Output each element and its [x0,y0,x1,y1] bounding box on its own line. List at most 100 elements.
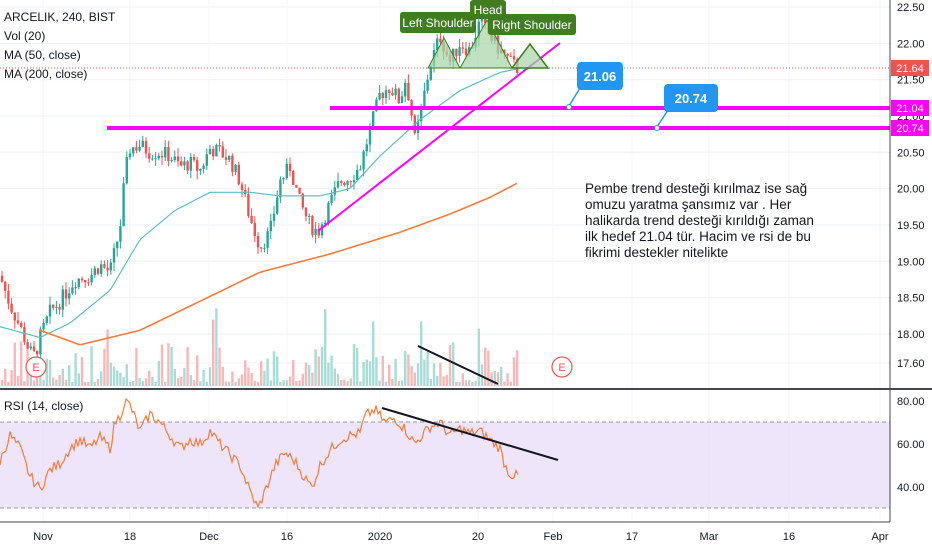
candle-body [26,342,29,349]
price-axis[interactable]: 22.5022.0021.5021.0020.5020.0019.5019.00… [897,2,925,370]
volume-bar [164,381,167,386]
candle-body [192,156,196,160]
candle-body [320,224,324,236]
time-tick-label: 2020 [368,531,392,543]
candle-body [484,17,487,23]
rsi-indicator-label[interactable]: RSI (14, close) [4,399,84,413]
time-tick-label: 20 [472,531,484,543]
volume-bar [106,329,109,386]
candle-body [260,247,263,249]
volume-bar [0,380,4,386]
volume-bar [423,359,426,386]
volume-bar [464,380,468,386]
candle-body [154,158,157,160]
candle-body [330,194,333,203]
volume-bar [375,357,378,386]
rsi-band [0,422,890,508]
volume-bar [135,348,138,386]
volume-bar [365,359,368,386]
candle-body [384,90,388,98]
candle-body [138,146,141,151]
candle-body [64,289,68,299]
ma200-indicator-label[interactable]: MA (200, close) [4,67,88,81]
volume-bar [407,354,410,386]
candle-body [368,126,372,145]
candle-body [84,280,87,283]
time-tick-label: Dec [199,531,219,543]
volume-bar [74,353,77,386]
volume-bar [381,355,384,386]
volume-bar [324,309,327,386]
ma50-indicator-label[interactable]: MA (50, close) [4,48,81,62]
earnings-marker-1[interactable] [25,356,47,378]
volume-bar [208,367,212,386]
volume-bar [45,358,48,386]
candle-body [80,278,84,281]
volume-bar [132,380,135,386]
candle-body [352,180,356,183]
candle-body [455,48,458,56]
volume-bar [269,380,272,386]
volume-bar [260,361,263,386]
candle-body [100,264,103,274]
candle-body [400,96,404,104]
volume-bar [122,377,125,386]
volume-indicator-label[interactable]: Vol (20) [4,29,46,43]
volume-bar [301,373,304,386]
candle-body [32,346,36,351]
volume-bar [394,358,397,386]
left-shoulder-label: Left Shoulder [402,16,473,30]
candle-body [112,248,116,263]
volume-downtrend-line [417,345,499,385]
candle-body [93,268,96,275]
volume-bar [176,378,180,386]
volume-bar [295,381,298,386]
candle-body [74,286,77,288]
time-axis[interactable]: Nov 18 Dec 16 2020 20 Feb 17 Mar 16 Apr [33,531,889,543]
rsi-axis[interactable]: 80.00 60.00 40.00 [897,396,925,494]
candle-body [365,144,368,152]
volume-bar [7,381,10,386]
volume-bar [32,380,36,386]
candle-body [362,151,365,170]
volume-bar [167,343,170,386]
candle-body [176,156,180,162]
volume-bar [116,370,119,386]
volume-bar [298,380,301,386]
volume-bar [263,370,266,386]
volume-bar [474,381,477,386]
candle-body [42,323,45,330]
volume-bar [183,367,186,386]
volume-bar [218,347,221,386]
volume-bar [61,368,64,386]
callout-21-06-box [577,62,623,90]
rsi-line [0,397,519,509]
volume-bar [64,379,68,386]
volume-bar [343,379,346,386]
volume-bar [503,381,506,386]
volume-bar [157,360,160,386]
volume-bar [378,380,381,386]
price-tick-label: 17.60 [897,358,925,370]
candle-body [356,169,359,181]
volume-bar [308,364,311,386]
candle-body [308,216,311,218]
ma200-line [39,182,518,346]
volume-bar [292,359,295,386]
volume-bar [160,344,164,386]
pattern-right-shoulder [510,42,550,69]
candle-body [48,304,52,317]
candle-body [68,293,71,299]
rsi-downtrend-line [381,407,559,461]
volume-bar [205,381,208,386]
candle-body [23,326,26,343]
candle-body [180,161,183,166]
volume-bar [125,364,128,386]
earnings-marker-2[interactable] [551,356,573,378]
volume-bar [346,381,349,386]
candle-body [506,53,509,56]
candle-body [503,49,506,54]
volume-bar [442,376,445,386]
volume-bar [151,376,154,386]
